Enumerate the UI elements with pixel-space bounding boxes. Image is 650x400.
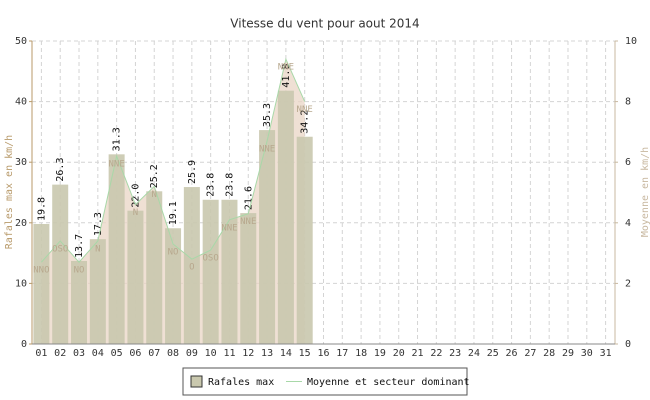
y-tick-label: 10 bbox=[15, 278, 27, 289]
sector-label: NO bbox=[168, 248, 179, 258]
y2-tick-label: 2 bbox=[625, 278, 631, 289]
y2-axis-label: Moyenne en km/h bbox=[640, 147, 650, 237]
bar bbox=[296, 136, 313, 344]
value-label: 34.2 bbox=[300, 110, 311, 134]
bar bbox=[108, 154, 125, 344]
value-label: 23.8 bbox=[224, 173, 235, 197]
y2-tick-label: 6 bbox=[625, 157, 631, 168]
value-label: 25.2 bbox=[149, 164, 160, 188]
x-tick-label: 12 bbox=[242, 348, 254, 359]
sector-label: NNE bbox=[221, 223, 237, 233]
x-tick-label: 19 bbox=[374, 348, 386, 359]
value-label: 13.7 bbox=[74, 234, 85, 258]
legend-label: Moyenne et secteur dominant bbox=[307, 377, 470, 388]
bar bbox=[221, 199, 238, 344]
x-tick-label: 15 bbox=[299, 348, 311, 359]
value-label: 21.6 bbox=[243, 186, 254, 210]
value-label: 41.8 bbox=[281, 64, 292, 88]
sector-label: NNE bbox=[297, 105, 313, 115]
x-tick-label: 23 bbox=[449, 348, 461, 359]
y2-tick-label: 0 bbox=[625, 339, 631, 350]
y-tick-label: 30 bbox=[15, 157, 27, 168]
y-tick-label: 0 bbox=[21, 339, 27, 350]
line-area bbox=[41, 59, 305, 345]
bar bbox=[146, 191, 163, 344]
bar bbox=[183, 187, 200, 344]
x-tick-label: 27 bbox=[524, 348, 536, 359]
sector-label: N bbox=[133, 208, 138, 218]
bar bbox=[127, 210, 144, 344]
sector-label: OSO bbox=[52, 244, 68, 254]
x-tick-label: 01 bbox=[35, 348, 47, 359]
sector-label: NNE bbox=[108, 160, 124, 170]
bar bbox=[71, 260, 88, 344]
legend bbox=[182, 367, 468, 396]
sector-label: O bbox=[189, 263, 194, 273]
y2-tick-label: 10 bbox=[625, 36, 637, 47]
x-tick-label: 13 bbox=[261, 348, 273, 359]
x-tick-label: 02 bbox=[54, 348, 66, 359]
x-tick-label: 06 bbox=[129, 348, 141, 359]
x-tick-label: 07 bbox=[148, 348, 160, 359]
bar bbox=[89, 239, 106, 344]
x-tick-label: 04 bbox=[92, 348, 104, 359]
bar bbox=[259, 130, 276, 344]
x-tick-label: 16 bbox=[317, 348, 329, 359]
x-tick-label: 22 bbox=[430, 348, 442, 359]
x-tick-label: 05 bbox=[111, 348, 123, 359]
y-tick-label: 40 bbox=[15, 97, 27, 108]
bar bbox=[240, 213, 257, 344]
x-tick-label: 28 bbox=[543, 348, 555, 359]
line bbox=[41, 57, 306, 263]
sector-label: N bbox=[152, 190, 157, 200]
sector-label: NNE bbox=[278, 63, 294, 73]
bar bbox=[33, 224, 50, 344]
y-tick-label: 50 bbox=[15, 36, 27, 47]
x-tick-label: 10 bbox=[205, 348, 217, 359]
value-label: 23.8 bbox=[206, 173, 217, 197]
x-tick-label: 08 bbox=[167, 348, 179, 359]
value-label: 26.3 bbox=[55, 158, 66, 182]
y2-tick-label: 8 bbox=[625, 97, 631, 108]
value-label: 35.3 bbox=[262, 103, 273, 127]
legend-label: Rafales max bbox=[208, 377, 274, 388]
sector-label: NNE bbox=[240, 217, 256, 227]
sector-label: NNO bbox=[33, 266, 49, 276]
bar bbox=[202, 199, 219, 344]
value-label: 19.1 bbox=[168, 201, 179, 225]
bar bbox=[277, 90, 294, 344]
value-label: 31.3 bbox=[112, 127, 123, 151]
x-tick-label: 20 bbox=[393, 348, 405, 359]
sector-label: N bbox=[95, 244, 100, 254]
x-tick-label: 18 bbox=[355, 348, 367, 359]
x-tick-label: 30 bbox=[581, 348, 593, 359]
x-tick-label: 21 bbox=[412, 348, 424, 359]
value-label: 19.8 bbox=[36, 197, 47, 221]
x-tick-label: 24 bbox=[468, 348, 480, 359]
value-label: 25.9 bbox=[187, 160, 198, 184]
value-label: 22.0 bbox=[130, 184, 141, 208]
bar bbox=[52, 184, 69, 344]
y2-tick-label: 4 bbox=[625, 218, 631, 229]
x-tick-label: 26 bbox=[506, 348, 518, 359]
x-tick-label: 29 bbox=[562, 348, 574, 359]
x-tick-label: 25 bbox=[487, 348, 499, 359]
sector-label: NNE bbox=[259, 144, 275, 154]
x-tick-label: 09 bbox=[186, 348, 198, 359]
bar bbox=[165, 228, 182, 344]
chart-title: Vitesse du vent pour aout 2014 bbox=[230, 17, 419, 31]
y-tick-label: 20 bbox=[15, 218, 27, 229]
sector-label: NO bbox=[74, 266, 85, 276]
value-label: 17.3 bbox=[93, 212, 104, 236]
x-tick-label: 17 bbox=[336, 348, 348, 359]
x-tick-label: 03 bbox=[73, 348, 85, 359]
sector-label: OSO bbox=[203, 254, 219, 264]
x-tick-label: 14 bbox=[280, 348, 292, 359]
legend-swatch bbox=[190, 375, 203, 388]
y-axis-label: Rafales max en km/h bbox=[4, 135, 15, 249]
x-tick-label: 11 bbox=[223, 348, 235, 359]
x-tick-label: 31 bbox=[600, 348, 612, 359]
